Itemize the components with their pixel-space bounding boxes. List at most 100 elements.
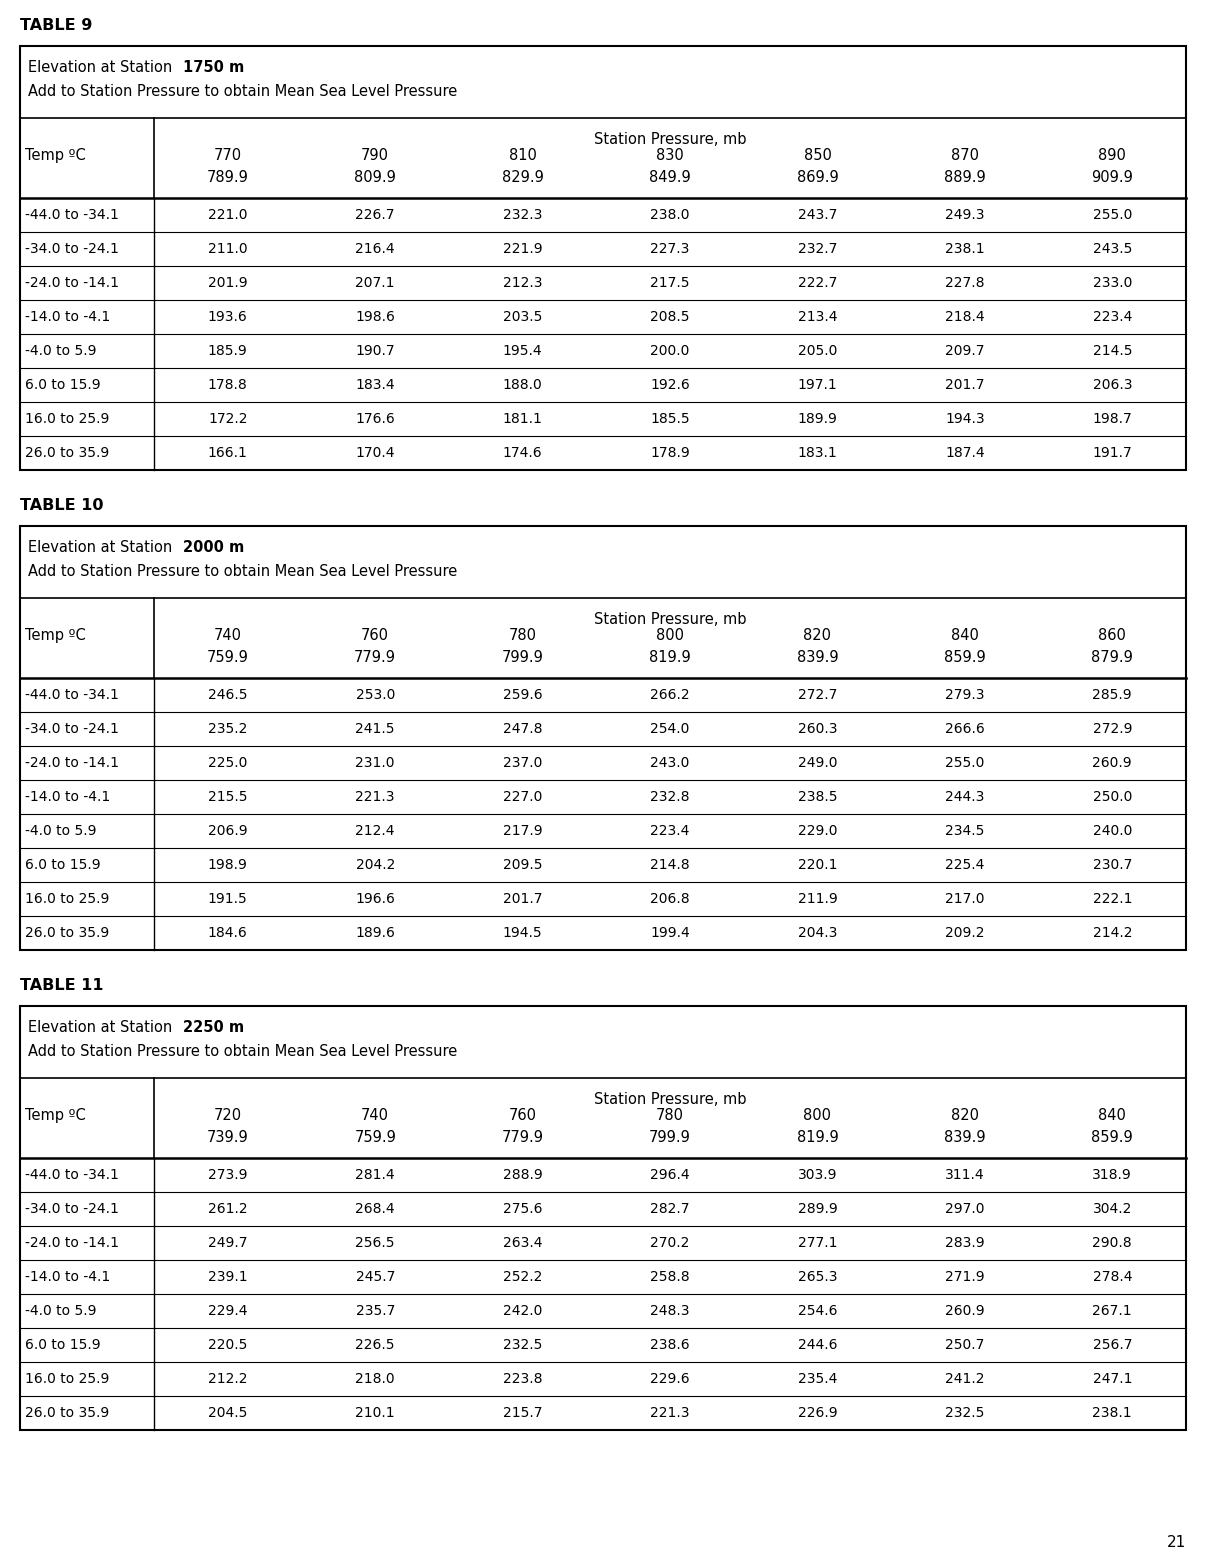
Text: 790: 790 <box>362 148 390 163</box>
Text: 297.0: 297.0 <box>946 1202 984 1216</box>
Text: 740: 740 <box>213 627 241 643</box>
Text: Station Pressure, mb: Station Pressure, mb <box>593 612 747 627</box>
Text: 285.9: 285.9 <box>1093 688 1132 702</box>
Text: 178.9: 178.9 <box>650 445 690 459</box>
Bar <box>21 47 1185 470</box>
Text: 183.1: 183.1 <box>797 445 837 459</box>
Text: 204.2: 204.2 <box>356 858 394 872</box>
Text: 195.4: 195.4 <box>503 344 543 358</box>
Text: 226.5: 226.5 <box>356 1337 394 1351</box>
Text: 266.6: 266.6 <box>946 722 985 736</box>
Text: 217.9: 217.9 <box>503 824 543 838</box>
Text: 218.4: 218.4 <box>946 310 984 324</box>
Text: Elevation at Station: Elevation at Station <box>28 61 172 75</box>
Text: 217.5: 217.5 <box>650 276 690 290</box>
Text: 244.6: 244.6 <box>797 1337 837 1351</box>
Text: 819.9: 819.9 <box>797 1130 838 1144</box>
Text: 193.6: 193.6 <box>207 310 247 324</box>
Text: 780: 780 <box>509 627 537 643</box>
Text: 199.4: 199.4 <box>650 926 690 940</box>
Text: 206.3: 206.3 <box>1093 378 1132 392</box>
Text: 189.9: 189.9 <box>797 413 837 427</box>
Text: 263.4: 263.4 <box>503 1236 543 1250</box>
Text: 227.0: 227.0 <box>503 789 543 803</box>
Text: 181.1: 181.1 <box>503 413 543 427</box>
Text: 220.5: 220.5 <box>209 1337 247 1351</box>
Text: 221.3: 221.3 <box>650 1406 690 1420</box>
Text: 238.1: 238.1 <box>946 241 984 255</box>
Text: 192.6: 192.6 <box>650 378 690 392</box>
Text: -4.0 to 5.9: -4.0 to 5.9 <box>25 1305 96 1317</box>
Text: 183.4: 183.4 <box>356 378 396 392</box>
Text: 879.9: 879.9 <box>1091 649 1134 665</box>
Text: 272.9: 272.9 <box>1093 722 1132 736</box>
Text: 232.5: 232.5 <box>503 1337 543 1351</box>
Text: 250.7: 250.7 <box>946 1337 984 1351</box>
Text: 229.6: 229.6 <box>650 1372 690 1386</box>
Text: 259.6: 259.6 <box>503 688 543 702</box>
Text: 889.9: 889.9 <box>944 170 985 185</box>
Text: 6.0 to 15.9: 6.0 to 15.9 <box>25 378 100 392</box>
Text: TABLE 10: TABLE 10 <box>21 498 104 512</box>
Text: 213.4: 213.4 <box>797 310 837 324</box>
Text: 840: 840 <box>952 627 979 643</box>
Text: 288.9: 288.9 <box>503 1168 543 1182</box>
Text: 261.2: 261.2 <box>207 1202 247 1216</box>
Text: 197.1: 197.1 <box>797 378 837 392</box>
Text: 290.8: 290.8 <box>1093 1236 1132 1250</box>
Text: 209.2: 209.2 <box>946 926 984 940</box>
Text: 779.9: 779.9 <box>355 649 397 665</box>
Text: 829.9: 829.9 <box>502 170 544 185</box>
Text: Temp ºC: Temp ºC <box>25 627 86 643</box>
Text: Station Pressure, mb: Station Pressure, mb <box>593 1091 747 1107</box>
Text: Add to Station Pressure to obtain Mean Sea Level Pressure: Add to Station Pressure to obtain Mean S… <box>28 1045 457 1059</box>
Text: 205.0: 205.0 <box>798 344 837 358</box>
Text: 227.8: 227.8 <box>946 276 984 290</box>
Text: -14.0 to -4.1: -14.0 to -4.1 <box>25 1271 110 1285</box>
Text: 740: 740 <box>362 1109 390 1123</box>
Text: -44.0 to -34.1: -44.0 to -34.1 <box>25 688 119 702</box>
Text: 221.0: 221.0 <box>209 209 247 223</box>
Text: 232.5: 232.5 <box>946 1406 984 1420</box>
Text: 174.6: 174.6 <box>503 445 543 459</box>
Text: -44.0 to -34.1: -44.0 to -34.1 <box>25 1168 119 1182</box>
Text: 860: 860 <box>1099 627 1126 643</box>
Text: 2250 m: 2250 m <box>183 1020 244 1035</box>
Text: 840: 840 <box>1099 1109 1126 1123</box>
Text: 279.3: 279.3 <box>946 688 984 702</box>
Text: 226.7: 226.7 <box>356 209 394 223</box>
Text: 245.7: 245.7 <box>356 1271 394 1285</box>
Text: Add to Station Pressure to obtain Mean Sea Level Pressure: Add to Station Pressure to obtain Mean S… <box>28 84 457 100</box>
Text: 211.9: 211.9 <box>797 892 837 906</box>
Text: 296.4: 296.4 <box>650 1168 690 1182</box>
Text: 759.9: 759.9 <box>355 1130 396 1144</box>
Text: 258.8: 258.8 <box>650 1271 690 1285</box>
Text: 260.9: 260.9 <box>1093 757 1132 771</box>
Text: 799.9: 799.9 <box>502 649 544 665</box>
Text: 253.0: 253.0 <box>356 688 394 702</box>
Text: TABLE 11: TABLE 11 <box>21 978 104 993</box>
Text: 232.8: 232.8 <box>650 789 690 803</box>
Text: 16.0 to 25.9: 16.0 to 25.9 <box>25 1372 110 1386</box>
Text: 208.5: 208.5 <box>650 310 690 324</box>
Text: Station Pressure, mb: Station Pressure, mb <box>593 132 747 146</box>
Text: 266.2: 266.2 <box>650 688 690 702</box>
Text: 869.9: 869.9 <box>797 170 838 185</box>
Text: 256.5: 256.5 <box>356 1236 394 1250</box>
Text: 21: 21 <box>1166 1535 1185 1551</box>
Text: 214.8: 214.8 <box>650 858 690 872</box>
Text: 225.4: 225.4 <box>946 858 984 872</box>
Text: 231.0: 231.0 <box>356 757 394 771</box>
Text: 243.5: 243.5 <box>1093 241 1132 255</box>
Text: 246.5: 246.5 <box>209 688 247 702</box>
Text: 198.7: 198.7 <box>1093 413 1132 427</box>
Text: 759.9: 759.9 <box>207 649 248 665</box>
Text: 203.5: 203.5 <box>503 310 543 324</box>
Text: 26.0 to 35.9: 26.0 to 35.9 <box>25 1406 110 1420</box>
Text: 243.0: 243.0 <box>650 757 690 771</box>
Text: 176.6: 176.6 <box>356 413 396 427</box>
Text: 6.0 to 15.9: 6.0 to 15.9 <box>25 1337 100 1351</box>
Text: 210.1: 210.1 <box>356 1406 396 1420</box>
Text: 187.4: 187.4 <box>946 445 984 459</box>
Text: 189.6: 189.6 <box>356 926 396 940</box>
